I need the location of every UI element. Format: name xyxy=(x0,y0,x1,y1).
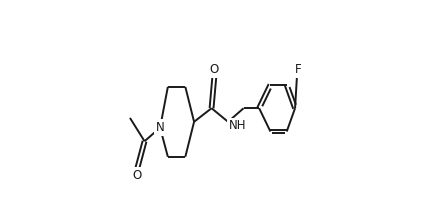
Text: F: F xyxy=(294,63,301,76)
Text: O: O xyxy=(209,63,219,76)
Text: O: O xyxy=(132,169,141,182)
Text: NH: NH xyxy=(228,119,246,132)
Text: N: N xyxy=(155,121,164,134)
